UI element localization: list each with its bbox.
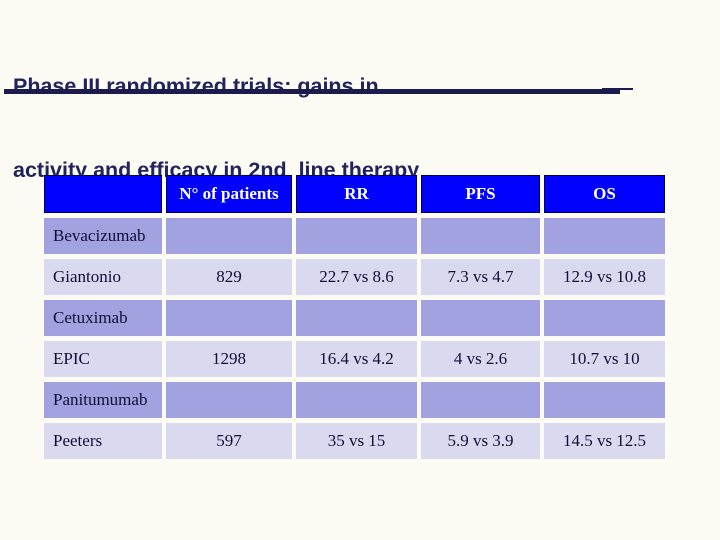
table-cell-pfs: 7.3 vs 4.7 [421,259,540,295]
trials-table: N° of patients RR PFS OS Bevacizumab Gia… [44,175,665,459]
table-cell-patients: 829 [166,259,292,295]
table-cell [544,218,665,254]
column-header-os: OS [544,175,665,213]
table-cell-pfs: 4 vs 2.6 [421,341,540,377]
table-cell [166,218,292,254]
table-cell [166,300,292,336]
table-cell-os: 14.5 vs 12.5 [544,423,665,459]
column-header-patients: N° of patients [166,175,292,213]
table-cell [296,382,417,418]
title-underline [4,89,620,94]
table-cell-patients: 597 [166,423,292,459]
table-cell [421,382,540,418]
row-label-bevacizumab: Bevacizumab [44,218,162,254]
table-cell [296,300,417,336]
table-cell [421,300,540,336]
table-cell-pfs: 5.9 vs 3.9 [421,423,540,459]
table-cell-rr: 35 vs 15 [296,423,417,459]
table-cell [544,382,665,418]
table-cell-patients: 1298 [166,341,292,377]
table-cell [421,218,540,254]
column-header-rr: RR [296,175,417,213]
row-label-epic: EPIC [44,341,162,377]
column-header-empty [44,175,162,213]
table-cell-rr: 22.7 vs 8.6 [296,259,417,295]
row-label-panitumumab: Panitumumab [44,382,162,418]
row-label-peeters: Peeters [44,423,162,459]
table-cell-os: 12.9 vs 10.8 [544,259,665,295]
row-label-giantonio: Giantonio [44,259,162,295]
table-cell [296,218,417,254]
table-cell-os: 10.7 vs 10 [544,341,665,377]
title-underline-tick [602,88,633,90]
table-cell [166,382,292,418]
slide-title: Phase III randomized trials: gains in ac… [13,16,419,240]
row-label-cetuximab: Cetuximab [44,300,162,336]
column-header-pfs: PFS [421,175,540,213]
slide-title-line-1: Phase III randomized trials: gains in [13,74,379,98]
table-cell [544,300,665,336]
table-cell-rr: 16.4 vs 4.2 [296,341,417,377]
